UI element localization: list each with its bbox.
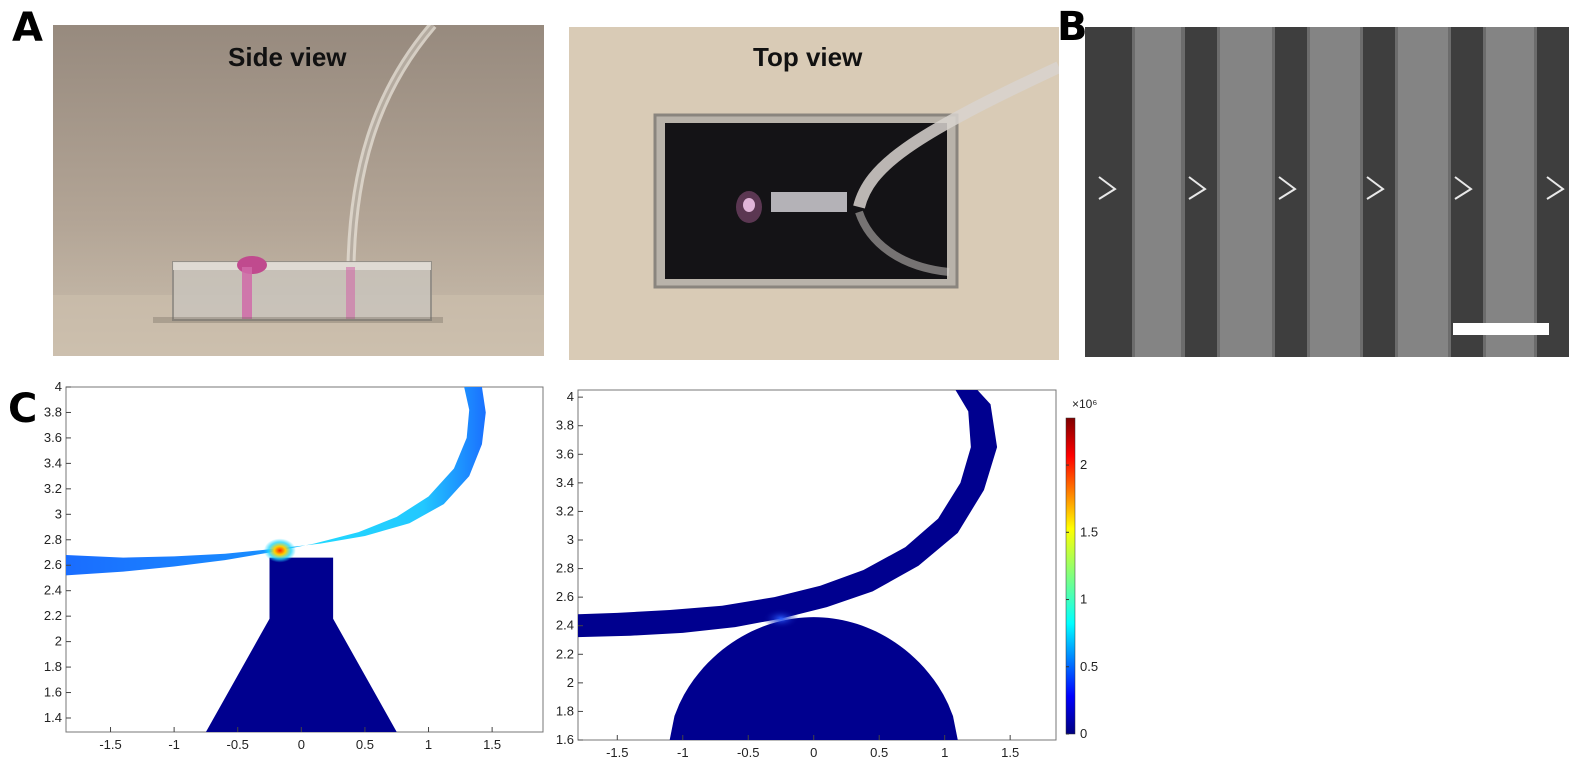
side-view-label: Side view xyxy=(228,42,347,72)
y-tick-label: 3.8 xyxy=(556,418,574,433)
x-tick-label: -1 xyxy=(168,737,180,752)
x-tick-label: 1 xyxy=(425,737,432,752)
x-tick-label: 1.5 xyxy=(1001,745,1019,760)
y-tick-label: 4 xyxy=(567,389,574,404)
y-tick-label: 3.2 xyxy=(556,503,574,518)
colorbar-tick-label: 0.5 xyxy=(1080,659,1098,674)
y-tick-label: 2.2 xyxy=(44,608,62,623)
y-tick-label: 3 xyxy=(567,532,574,547)
field-glow xyxy=(762,608,799,629)
y-tick-label: 4 xyxy=(55,379,62,394)
electrode-shape xyxy=(669,617,958,740)
x-tick-label: -1.5 xyxy=(99,737,121,752)
colorbar xyxy=(1065,417,1076,735)
panel-letter-a: A xyxy=(12,5,43,51)
y-tick-label: 2.8 xyxy=(44,532,62,547)
y-tick-label: 2.8 xyxy=(556,561,574,576)
x-tick-label: 1 xyxy=(941,745,948,760)
y-tick-label: 3.6 xyxy=(556,446,574,461)
colorbar-tick-label: 1 xyxy=(1080,592,1087,607)
y-tick-label: 2 xyxy=(567,675,574,690)
y-tick-label: 3.4 xyxy=(44,455,62,470)
x-tick-label: 0 xyxy=(298,737,305,752)
x-tick-label: 0.5 xyxy=(870,745,888,760)
sem-micrograph xyxy=(1085,27,1569,357)
membrane-band xyxy=(66,387,486,576)
panel-letter-b: B xyxy=(1057,4,1088,50)
x-tick-label: 1.5 xyxy=(483,737,501,752)
y-tick-label: 2 xyxy=(55,634,62,649)
colorbar-tick-label: 1.5 xyxy=(1080,524,1098,539)
membrane-band xyxy=(578,390,998,638)
y-tick-label: 1.4 xyxy=(44,710,62,725)
y-tick-label: 1.8 xyxy=(556,703,574,718)
x-tick-label: -1 xyxy=(677,745,689,760)
colorbar-multiplier: ×10⁶ xyxy=(1072,397,1097,411)
y-tick-label: 3.6 xyxy=(44,430,62,445)
electrode-shape xyxy=(205,557,397,732)
colorbar-tick-label: 2 xyxy=(1080,457,1087,472)
x-tick-label: -1.5 xyxy=(606,745,628,760)
top-view-label: Top view xyxy=(753,42,863,72)
y-tick-label: 2.4 xyxy=(556,618,574,633)
y-tick-label: 3 xyxy=(55,506,62,521)
top-view-photo xyxy=(569,27,1059,360)
y-tick-label: 3.4 xyxy=(556,475,574,490)
sem-scale-bar xyxy=(1453,323,1549,335)
field-hotspot xyxy=(263,538,296,563)
colorbar-tick-label: 0 xyxy=(1080,726,1087,741)
heatmap-left: -1.5 -1 -0.5 0 0.5 1 1.5 1.4 1.6 1.8 2 2.2 2.4 2.6 2.8… xyxy=(44,379,544,752)
x-tick-label: 0 xyxy=(810,745,817,760)
heatmap-right: -1.5 -1 -0.5 0 0.5 1 1.5 1.6 1.8 2 2.2 2.4 2.6 2.8 3 3.… xyxy=(556,389,1098,760)
x-tick-label: -0.5 xyxy=(737,745,759,760)
y-tick-label: 1.6 xyxy=(44,685,62,700)
y-tick-label: 3.2 xyxy=(44,481,62,496)
y-tick-label: 2.6 xyxy=(556,589,574,604)
y-tick-label: 2.2 xyxy=(556,646,574,661)
y-tick-label: 3.8 xyxy=(44,404,62,419)
x-tick-label: 0.5 xyxy=(356,737,374,752)
x-tick-label: -0.5 xyxy=(227,737,249,752)
y-tick-label: 2.4 xyxy=(44,583,62,598)
side-view-photo xyxy=(53,25,544,356)
y-tick-label: 2.6 xyxy=(44,557,62,572)
panel-letter-c: C xyxy=(8,386,38,432)
y-tick-label: 1.6 xyxy=(556,732,574,747)
y-tick-label: 1.8 xyxy=(44,659,62,674)
